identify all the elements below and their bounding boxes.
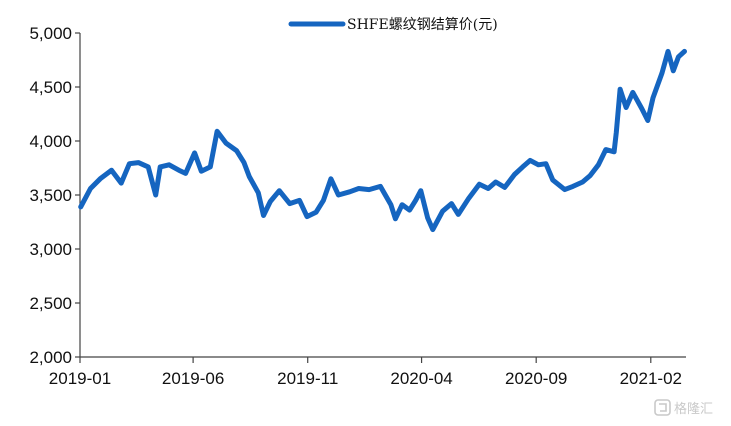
x-tick-label: 2021-02 — [620, 369, 682, 388]
legend-label: SHFE螺纹钢结算价(元) — [347, 17, 498, 33]
series-layer — [78, 48, 687, 233]
x-tick-label: 2019-01 — [49, 369, 111, 388]
x-tick-label: 2020-09 — [505, 369, 567, 388]
y-tick-label: 3,500 — [29, 186, 72, 205]
x-tick-label: 2019-06 — [162, 369, 224, 388]
x-tick-label: 2019-11 — [277, 369, 338, 388]
y-tick-label: 2,500 — [29, 294, 72, 313]
gelonghui-logo-icon — [654, 399, 671, 416]
x-tick-label: 2020-04 — [390, 369, 452, 388]
y-tick-label: 3,000 — [29, 240, 72, 259]
y-axis: 2,000 2,500 3,000 3,500 4,000 4,500 5,000 — [29, 24, 81, 367]
legend: SHFE螺纹钢结算价(元) — [288, 17, 498, 33]
y-tick-label: 5,000 — [29, 24, 72, 43]
y-tick-label: 2,000 — [29, 348, 72, 367]
y-tick-label: 4,500 — [29, 78, 72, 97]
y-tick-label: 4,000 — [29, 132, 72, 151]
watermark-text: 格隆汇 — [674, 401, 713, 417]
watermark: 格隆汇 — [654, 399, 713, 417]
x-axis: 2019-01 2019-06 2019-11 2020-04 2020-09 2021-… — [49, 356, 686, 388]
series-line-0 — [78, 48, 687, 233]
